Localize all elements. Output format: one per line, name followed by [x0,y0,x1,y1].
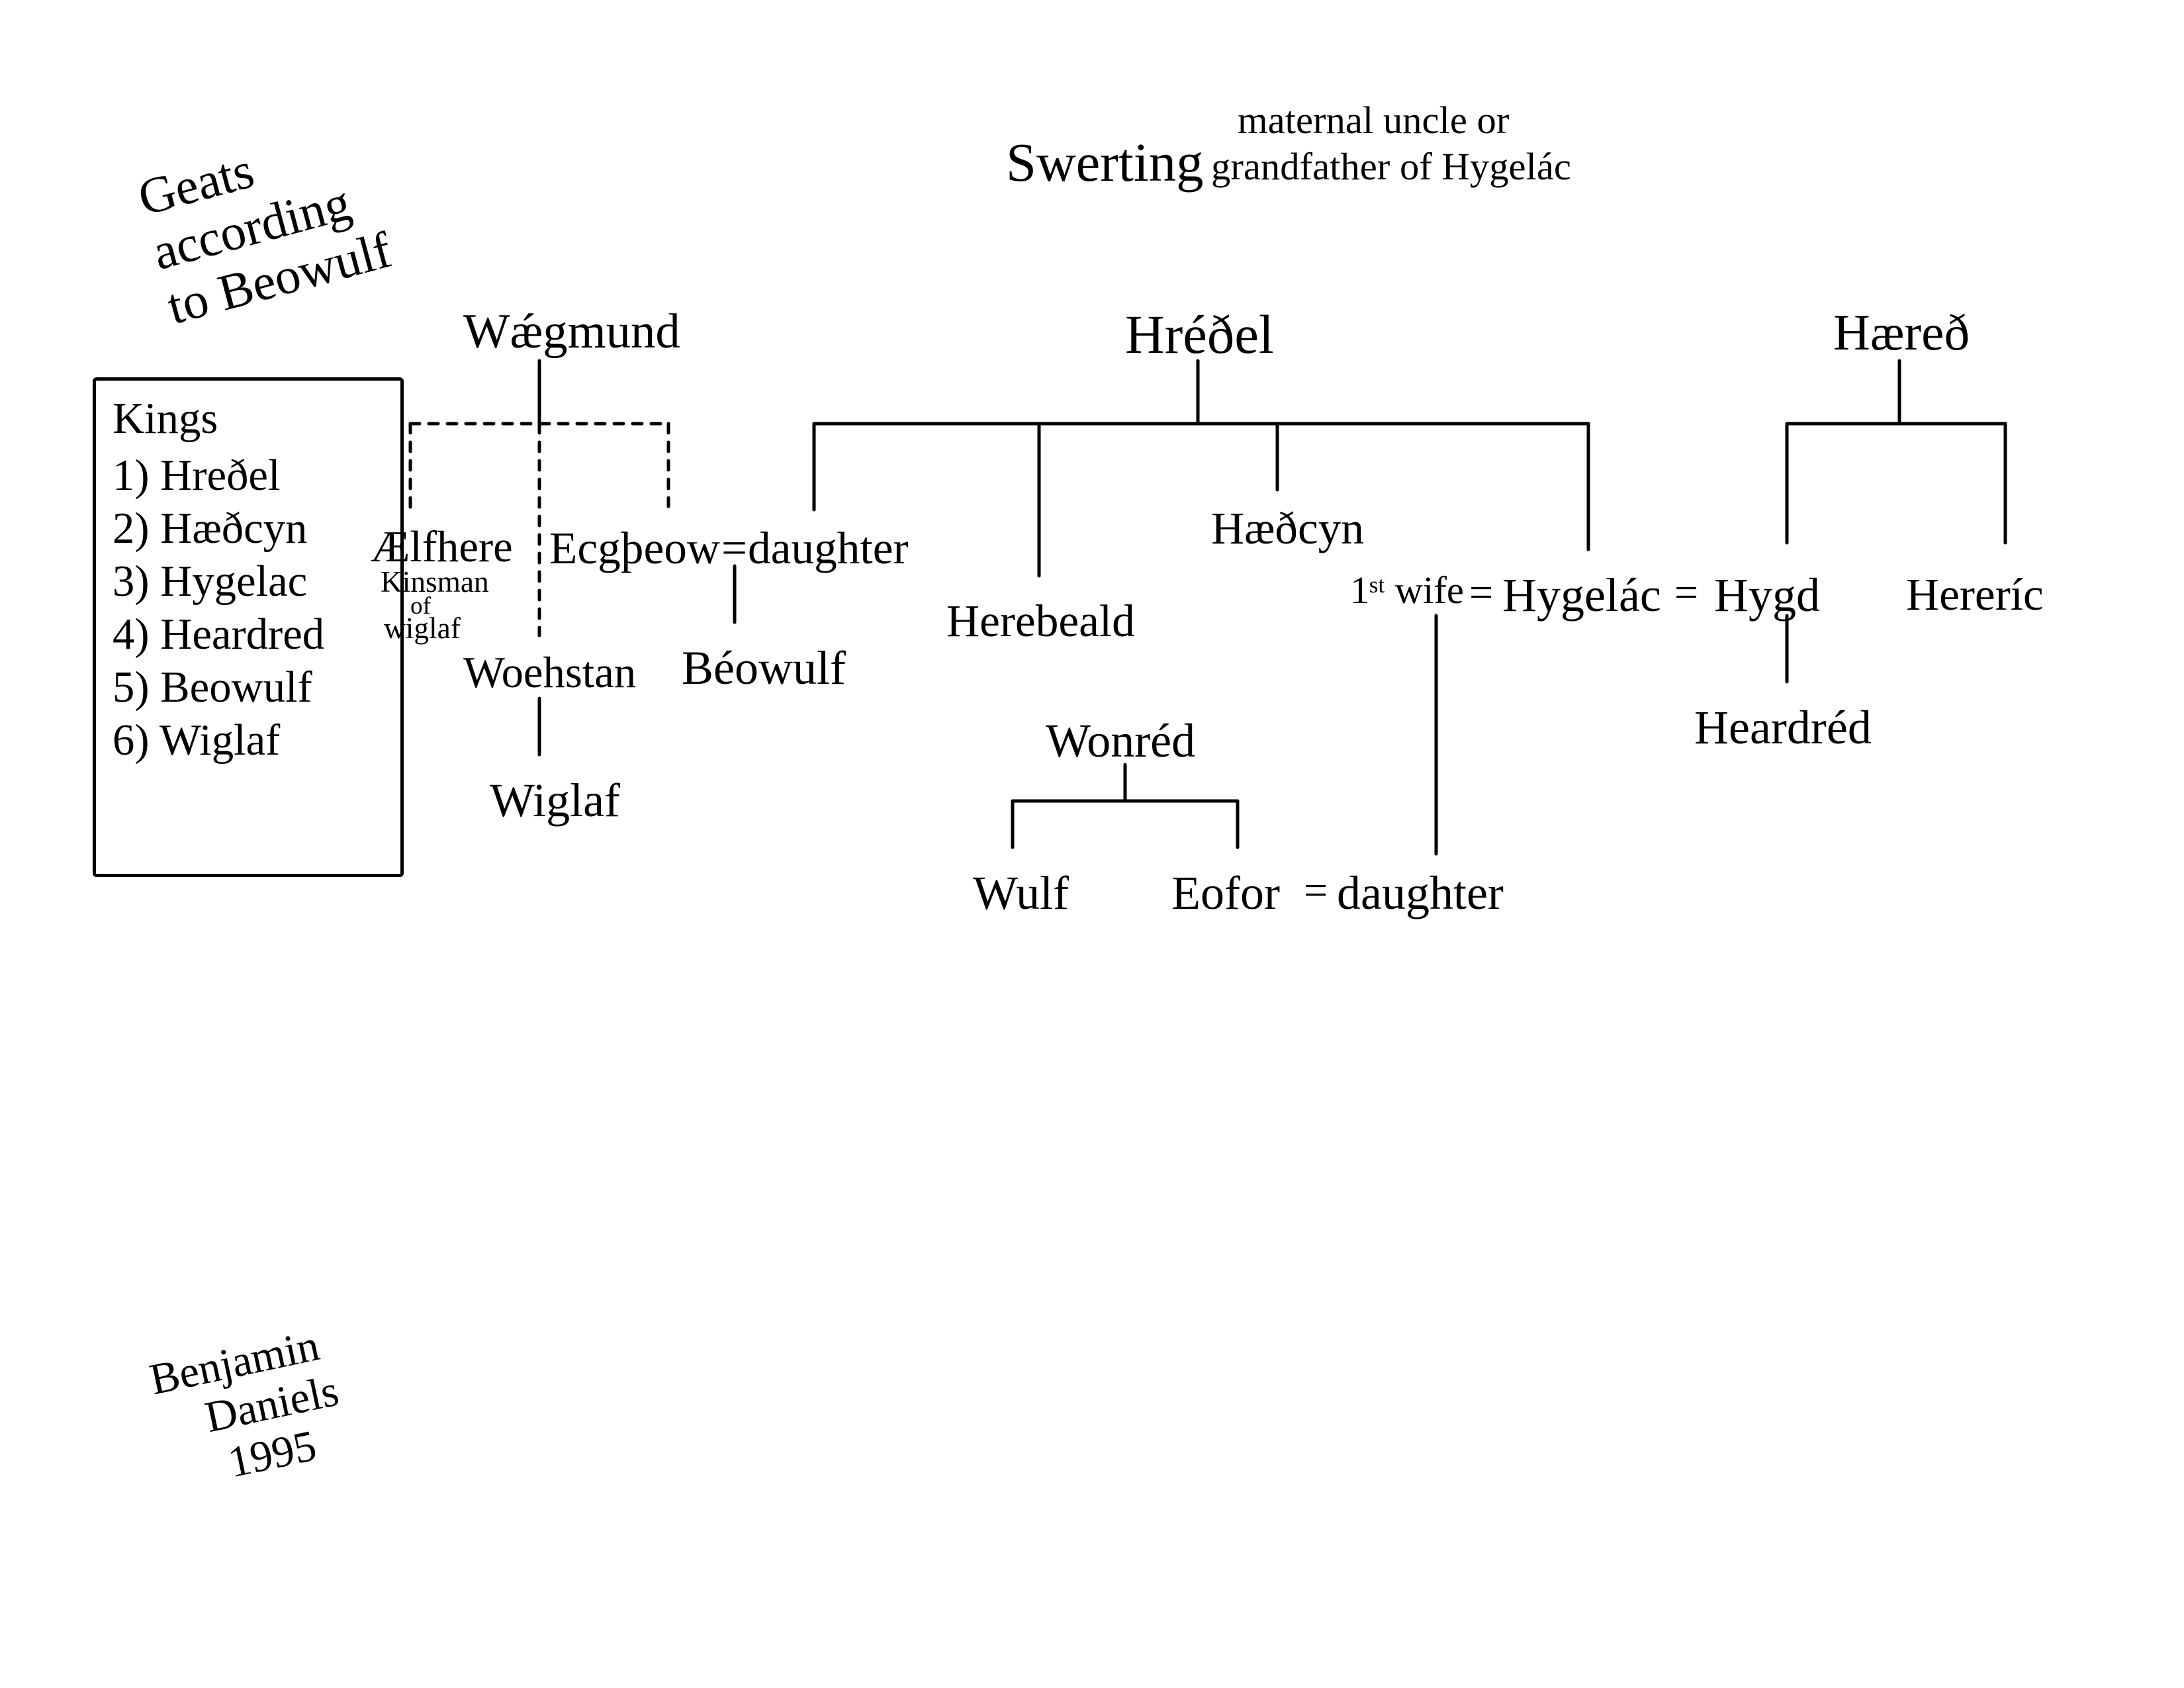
marriage-eq-4: = [1304,867,1328,914]
marriage-eq-2: = [1469,569,1493,616]
node-herebeald: Herebeald [946,596,1135,646]
page-root: Geats according to Beowulf Swerting mate… [0,0,2184,1688]
node-waegmund: Wǽgmund [463,305,680,359]
node-hrethel: Hréðel [1125,305,1274,365]
node-hygd: Hygd [1714,569,1820,622]
node-wulf: Wulf [973,867,1069,919]
node-aelfhere: Ælfhere [371,523,513,571]
node-hereric: Hereríc [1906,569,2044,620]
node-beowulf: Béowulf [682,642,846,694]
node-daughter1: daughter [748,523,909,573]
marriage-eq-1: = [721,523,747,573]
node-woehstan: Woehstan [463,649,636,697]
kings-item-6: 6) Wiglaf [113,716,384,766]
node-haereth: Hæreð [1833,305,1970,361]
marriage-eq-3: = [1674,569,1698,616]
swerting-name: Swerting [1006,132,1203,193]
node-daughter2: daughter [1337,867,1504,919]
aelfhere-sub3: wiglaf [384,612,461,645]
kings-heading: Kings [113,394,384,444]
kings-item-2: 2) Hæðcyn [113,504,384,554]
node-eofor: Eofor [1171,867,1280,919]
swerting-note-line2: grandfather of Hygelác [1211,146,1571,189]
kings-item-3: 3) Hygelac [113,557,384,607]
node-haethcyn: Hæðcyn [1211,503,1364,553]
swerting-note-line1: maternal uncle or [1238,99,1509,142]
node-wiglaf: Wiglaf [490,774,620,827]
author-signature: Benjamin Daniels 1995 [146,1319,353,1499]
node-hygelac: Hygelác [1502,569,1661,622]
node-wonred: Wonréd [1046,715,1195,767]
aelfhere-sub1: Kinsman [381,566,489,599]
kings-list-box: Kings 1) Hreðel 2) Hæðcyn 3) Hygelac 4) … [93,377,404,877]
node-firstwife: 1ˢᵗ wife [1350,569,1464,612]
kings-item-4: 4) Heardred [113,610,384,660]
kings-item-5: 5) Beowulf [113,663,384,713]
kings-item-1: 1) Hreðel [113,451,384,501]
node-ecgtheow: Ecgþeow [549,523,720,573]
diagram-title: Geats according to Beowulf [132,113,397,336]
node-heardred: Heardréd [1694,702,1872,754]
